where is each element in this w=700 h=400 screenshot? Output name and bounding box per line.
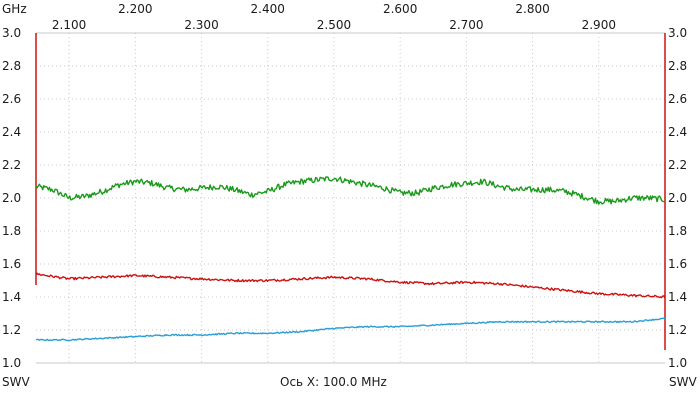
plot-frame — [35, 33, 666, 350]
y-tick-label-left: 3.0 — [2, 26, 21, 40]
y-tick-label-left: 1.4 — [2, 290, 21, 304]
right-axis-name: SWV — [669, 375, 697, 389]
x-tick-label-lower: 2.500 — [317, 18, 351, 32]
series-line-red — [35, 272, 666, 299]
y-tick-label-right: 1.6 — [668, 257, 687, 271]
left-axis-name: SWV — [2, 375, 30, 389]
series-line-green — [35, 176, 666, 205]
x-tick-label-lower: 2.700 — [449, 18, 483, 32]
y-tick-label-left: 1.8 — [2, 224, 21, 238]
y-ticks-right: 3.0 2.8 2.6 2.4 2.2 2.0 1.8 1.6 1.4 1.2 1.0 — [668, 26, 687, 370]
x-tick-label-lower: 2.300 — [184, 18, 218, 32]
y-tick-label-left: 2.0 — [2, 191, 21, 205]
x-tick-label-upper: 2.400 — [251, 2, 285, 16]
series-group — [35, 176, 666, 342]
y-tick-label-right: 2.6 — [668, 92, 687, 106]
x-tick-label-upper: 2.200 — [118, 2, 152, 16]
x-tick-label-upper: 2.600 — [383, 2, 417, 16]
y-tick-label-left: 2.4 — [2, 125, 21, 139]
y-tick-label-left: 2.2 — [2, 158, 21, 172]
y-tick-label-left: 1.6 — [2, 257, 21, 271]
y-tick-label-left: 1.2 — [2, 323, 21, 337]
y-tick-label-left: 1.0 — [2, 356, 21, 370]
y-tick-label-right: 2.4 — [668, 125, 687, 139]
y-tick-label-right: 2.0 — [668, 191, 687, 205]
series-line-blue — [35, 317, 666, 342]
y-tick-label-right: 1.2 — [668, 323, 687, 337]
y-tick-label-right: 1.0 — [668, 356, 687, 370]
y-tick-label-left: 2.8 — [2, 59, 21, 73]
x-tick-label-upper: 2.800 — [515, 2, 549, 16]
y-tick-label-right: 2.8 — [668, 59, 687, 73]
y-tick-label-right: 3.0 — [668, 26, 687, 40]
x-ticks: 2.200 2.400 2.600 2.800 2.100 2.300 2.500 2.700… — [52, 2, 616, 32]
y-tick-label-right: 1.4 — [668, 290, 687, 304]
y-tick-label-left: 2.6 — [2, 92, 21, 106]
y-tick-label-right: 2.2 — [668, 158, 687, 172]
x-tick-label-lower: 2.100 — [52, 18, 86, 32]
y-tick-label-right: 1.8 — [668, 224, 687, 238]
unit-label: GHz — [2, 2, 27, 16]
x-tick-label-lower: 2.900 — [582, 18, 616, 32]
grid-lines — [36, 32, 665, 364]
y-ticks-left: 3.0 2.8 2.6 2.4 2.2 2.0 1.8 1.6 1.4 1.2 1.0 — [2, 26, 21, 370]
x-axis-caption: Ось X: 100.0 MHz — [280, 375, 387, 389]
